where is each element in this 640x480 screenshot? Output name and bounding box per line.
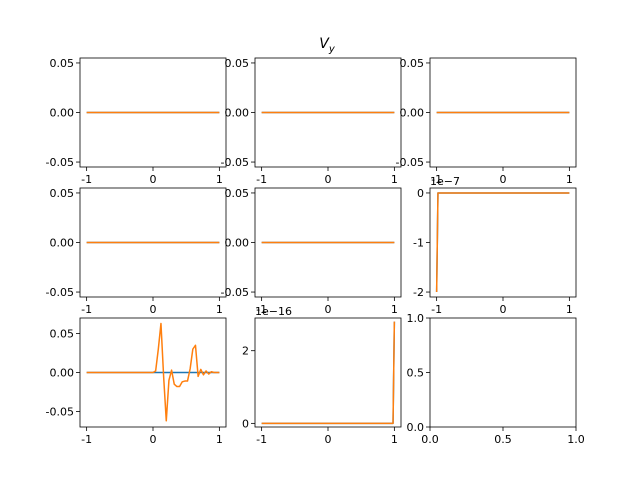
y-tick-label: 0.05: [400, 57, 425, 70]
x-tick-label: 0: [325, 303, 332, 316]
x-tick-label: 0: [500, 173, 507, 186]
y-tick-label: -1: [413, 237, 424, 250]
subplot-grid: -1 0 10.050.00-0.05-1 0 10.050.00-0.05-1 0 10.…: [46, 57, 585, 446]
y-tick-label: 0.0: [407, 421, 425, 434]
y-tick-label: 0.05: [225, 57, 250, 70]
y-tick-label: 0: [242, 417, 249, 430]
plot-area: [430, 188, 576, 297]
x-tick-label: 1: [566, 303, 573, 316]
y-tick-label: 0.00: [225, 237, 250, 250]
x-tick-label: 1.0: [567, 433, 585, 446]
plot-area: [430, 318, 576, 427]
y-tick-label: 0.05: [225, 187, 250, 200]
x-tick-label: 0: [325, 433, 332, 446]
x-tick-label: 0: [325, 173, 332, 186]
x-tick-label: 0.5: [494, 433, 512, 446]
x-tick-label: 0: [150, 173, 157, 186]
x-tick-label: 0: [150, 433, 157, 446]
x-tick-label: -1: [431, 303, 442, 316]
x-tick-label: 0: [500, 303, 507, 316]
x-tick-label: -1: [81, 433, 92, 446]
y-tick-label: 0.00: [50, 237, 75, 250]
y-tick-label: -0.05: [396, 156, 424, 169]
y-tick-label: -0.05: [46, 405, 74, 418]
y-tick-label: 0.00: [225, 107, 250, 120]
x-tick-label: 1: [216, 433, 223, 446]
y-tick-label: 2: [242, 345, 249, 358]
x-tick-label: -1: [81, 303, 92, 316]
y-tick-label: 1.0: [407, 312, 425, 325]
subplot-9: 0.0 0.5 1.0 1.0 0.5 0.0: [407, 312, 585, 446]
x-tick-label: 0.0: [421, 433, 439, 446]
y-tick-label: 0.00: [50, 367, 75, 380]
y-tick-label: -0.05: [221, 156, 249, 169]
x-tick-label: 1: [216, 173, 223, 186]
y-tick-label: -0.05: [46, 156, 74, 169]
x-tick-label: -1: [81, 173, 92, 186]
x-tick-label: 1: [566, 173, 573, 186]
plot-area: [255, 318, 401, 427]
y-tick-label: 0.5: [407, 367, 425, 380]
figure-title-subscript: y: [328, 44, 336, 55]
y-tick-label: 0.00: [400, 107, 425, 120]
y-tick-label: 0.05: [50, 57, 75, 70]
subplot-6: -1 0 1 0 -1 -2 1e−7: [413, 175, 576, 316]
y-tick-label: -0.05: [221, 286, 249, 299]
x-tick-label: 0: [150, 303, 157, 316]
x-tick-label: -1: [256, 173, 267, 186]
y-offset-label: 1e−7: [430, 175, 460, 188]
x-tick-label: 1: [391, 433, 398, 446]
x-tick-label: 1: [391, 173, 398, 186]
y-tick-label: -2: [413, 286, 424, 299]
x-tick-label: 1: [391, 303, 398, 316]
y-tick-label: 0.05: [50, 328, 75, 341]
x-tick-label: -1: [256, 433, 267, 446]
y-offset-label: 1e−16: [255, 305, 292, 318]
x-tick-label: 1: [216, 303, 223, 316]
y-tick-label: 0: [417, 187, 424, 200]
y-tick-label: 0.00: [50, 107, 75, 120]
y-tick-label: -0.05: [46, 286, 74, 299]
subplot-8: -1 0 1 2 0 1e−16: [242, 305, 401, 446]
y-tick-label: 0.05: [50, 187, 75, 200]
